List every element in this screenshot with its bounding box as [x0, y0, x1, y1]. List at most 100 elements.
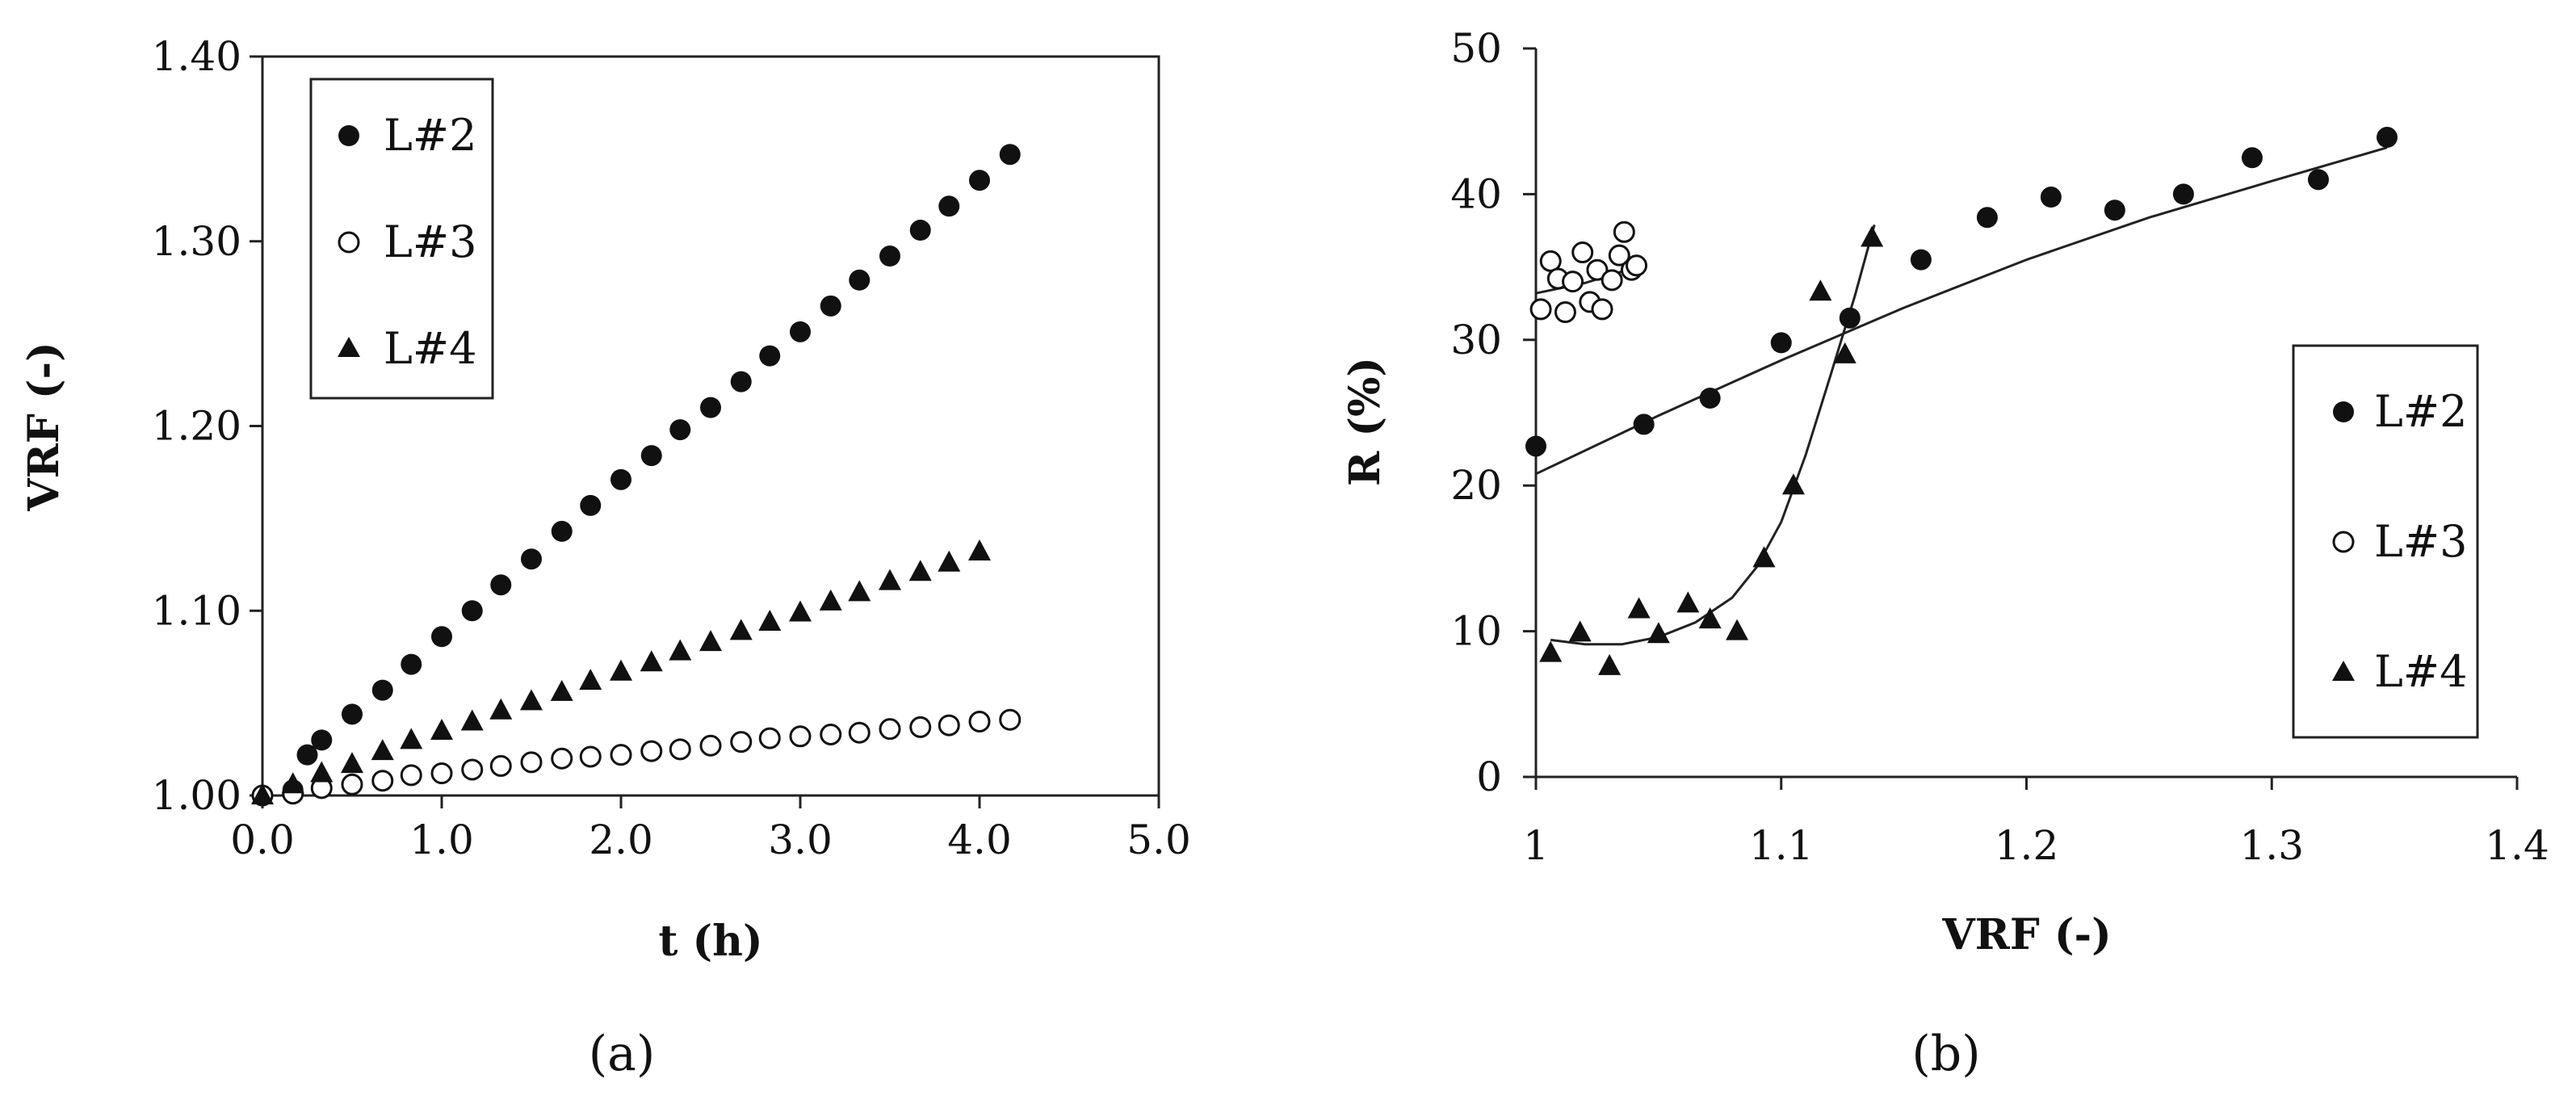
chart-b-point-l2	[2241, 147, 2263, 169]
chart-b-point-l3	[1562, 271, 1584, 293]
chart-b-point-l2	[2172, 183, 2194, 205]
chart-a-point-l3	[938, 714, 960, 737]
chart-a-point-l3	[489, 754, 512, 777]
chart-b-legend-label-l3: L#3	[2374, 516, 2467, 567]
chart-a-point-l4	[430, 718, 453, 740]
chart-b-point-l4	[1627, 597, 1651, 619]
chart-a-point-l2	[371, 679, 393, 701]
chart-a-point-l2	[551, 520, 573, 542]
chart-b-point-l4	[1752, 546, 1776, 568]
chart-b-x-tick-label: 1.1	[1749, 822, 1814, 869]
chart-a-point-l4	[579, 669, 602, 691]
chart-b-caption: (b)	[1911, 1026, 1980, 1082]
chart-b-point-l2	[1633, 413, 1655, 435]
chart-a-point-l2	[909, 220, 931, 241]
chart-b-legend-box	[2292, 344, 2479, 739]
chart-a-y-tick-label: 1.20	[152, 403, 241, 450]
chart-a-point-l2	[342, 703, 363, 725]
chart-a-point-l3	[341, 773, 363, 795]
chart-a-point-l4	[489, 698, 513, 720]
chart-a-legend-marker-l3	[338, 231, 360, 254]
chart-b-point-l4	[1676, 591, 1700, 613]
chart-a-point-l4	[550, 679, 573, 701]
chart-a-point-l4	[669, 639, 692, 661]
chart-b-point-l2	[1770, 332, 1792, 354]
chart-b-legend-marker-l4	[2332, 661, 2355, 681]
chart-b-legend-marker-l3	[2332, 531, 2355, 553]
chart-a-x-axis-label: t (h)	[658, 917, 762, 966]
chart-a-point-l3	[909, 716, 932, 738]
chart-b-point-l2	[1525, 435, 1546, 457]
chart-a-point-l2	[580, 494, 602, 516]
chart-a-point-l3	[789, 725, 812, 748]
chart-a-point-l4	[938, 550, 961, 572]
chart-a-point-l4	[341, 752, 363, 774]
chart-a-point-l4	[460, 709, 484, 731]
chart-a-point-l2	[879, 246, 900, 267]
chart-a-legend-label-l4: L#4	[384, 323, 476, 374]
chart-a-point-l2	[490, 574, 512, 596]
chart-b-point-l4	[1726, 619, 1749, 640]
chart-b-trend-lines	[1535, 146, 2388, 646]
chart-a-point-l3	[579, 745, 602, 768]
chart-a-point-l4	[758, 609, 782, 631]
chart-b-point-l2	[1976, 207, 1998, 229]
chart-b-trend-line-l4	[1550, 224, 1876, 646]
chart-b-point-l4	[1809, 279, 1832, 301]
chart-a-points	[251, 144, 1022, 807]
chart-b-r-vs-vrf: 1 1.1 1.2 1.3 1.4 0 10 20 30 40 50 VRF (-) R (%) L…	[1340, 25, 2549, 1082]
chart-a-point-l4	[610, 659, 632, 681]
chart-a-y-axis-label: VRF (-)	[19, 342, 69, 511]
chart-a-point-l2	[669, 419, 691, 441]
chart-a-point-l4	[640, 650, 663, 672]
chart-a-point-l2	[431, 626, 452, 648]
chart-a-point-l3	[968, 711, 991, 733]
chart-b-point-l3	[1613, 220, 1635, 243]
chart-a-point-l4	[819, 589, 842, 611]
chart-a-ticks: 0.0 1.0 2.0 3.0 4.0 5.0 1.00 1.10 1.20 1.30 1.40	[152, 33, 1191, 863]
chart-b-point-l4	[1647, 622, 1670, 644]
chart-b-point-l4	[1539, 640, 1563, 662]
chart-a-point-l4	[968, 539, 991, 561]
chart-a-point-l2	[999, 144, 1021, 166]
chart-a-point-l3	[669, 738, 691, 761]
chart-a-point-l4	[281, 772, 304, 794]
chart-b-point-l4	[1698, 607, 1722, 629]
chart-b-point-l3	[1591, 298, 1613, 321]
chart-b-point-l4	[1568, 620, 1592, 642]
chart-a-point-l2	[849, 269, 871, 291]
chart-a-point-l2	[521, 548, 542, 570]
chart-b-point-l3	[1554, 301, 1576, 324]
chart-a-point-l3	[879, 718, 901, 741]
chart-a-point-l2	[296, 744, 318, 766]
chart-a-point-l4	[789, 600, 812, 622]
chart-a-point-l2	[759, 345, 781, 367]
chart-b-y-tick-label: 0	[1476, 753, 1502, 800]
chart-a-point-l3	[520, 751, 543, 774]
chart-a-point-l2	[790, 321, 811, 342]
chart-b-point-l2	[1910, 249, 1932, 271]
chart-b-point-l4	[1861, 225, 1884, 247]
chart-a-point-l4	[699, 630, 722, 652]
chart-a-point-l3	[400, 764, 422, 787]
chart-a-point-l3	[371, 770, 394, 792]
chart-b-y-tick-label: 20	[1450, 462, 1502, 509]
chart-b-legend-label-l2: L#2	[2374, 386, 2467, 437]
chart-b-point-l2	[2040, 187, 2062, 208]
chart-a-legend-marker-l4	[338, 337, 360, 357]
chart-a-y-tick-label: 1.30	[152, 218, 241, 265]
chart-a-point-l4	[908, 560, 932, 581]
chart-b-point-l2	[1699, 387, 1721, 409]
chart-a-point-l2	[401, 653, 422, 675]
chart-b-ticks: 1 1.1 1.2 1.3 1.4 0 10 20 30 40 50	[1450, 25, 2549, 869]
chart-b-legend-label-l4: L#4	[2374, 646, 2467, 697]
chart-b-points	[1525, 127, 2398, 675]
chart-a-legend-label-l3: L#3	[384, 216, 476, 267]
chart-a-point-l2	[610, 468, 631, 490]
chart-a-point-l2	[461, 600, 483, 622]
chart-a-y-tick-label: 1.00	[152, 772, 241, 819]
chart-a-point-l4	[879, 569, 901, 590]
chart-a-point-l3	[730, 731, 753, 753]
chart-a-point-l4	[400, 728, 423, 749]
chart-a-point-l2	[311, 729, 333, 751]
